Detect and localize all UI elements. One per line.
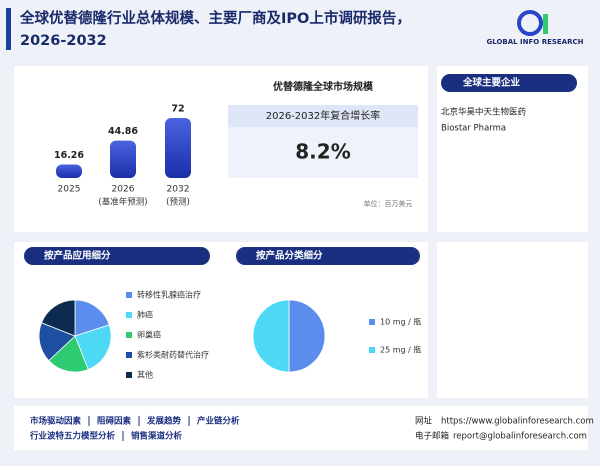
legend-swatch — [126, 372, 132, 378]
legend-swatch — [126, 332, 132, 338]
section-header — [236, 247, 420, 265]
category-note: (基准年预测) — [98, 197, 147, 208]
legend-label: 肺癌 — [137, 310, 153, 320]
section-title: 全球主要企业 — [462, 77, 521, 89]
pie-slice — [48, 335, 89, 373]
category-label: 2032 — [167, 185, 190, 195]
unit-label: 单位：百万美元 — [364, 199, 413, 208]
legend-label: 卵巢癌 — [137, 330, 161, 340]
category-label: 2025 — [58, 185, 81, 195]
footer-link[interactable]: 行业波特五力模型分析 — [29, 431, 116, 442]
footer-label: 网址 — [415, 416, 433, 427]
pie-slice — [252, 299, 290, 373]
footer-link[interactable]: 阻碍因素 — [97, 416, 132, 427]
footer-website: https://www.globalinforesearch.com — [441, 417, 594, 427]
panel — [437, 66, 588, 232]
section-title: 按产品分类细分 — [256, 250, 323, 262]
logo-text: GLOBAL INFO RESEARCH — [487, 38, 584, 46]
footer-label: 电子邮箱 — [415, 431, 450, 442]
footer-link[interactable]: 市场驱动因素 — [30, 416, 82, 427]
bar — [165, 118, 191, 178]
pie-slice — [38, 322, 76, 362]
legend-label: 10 mg / 瓶 — [380, 317, 421, 327]
chart-title: 优替德隆全球市场规模 — [273, 80, 374, 93]
category-label: 2026 — [112, 185, 135, 195]
title: 2026-2032 — [20, 33, 107, 49]
pie-slice — [41, 299, 76, 337]
cagr-value: 8.2% — [295, 140, 350, 164]
section-header — [441, 74, 577, 92]
value-label: 72 — [171, 104, 184, 115]
legend-label: 25 mg / 瓶 — [380, 345, 421, 355]
pie-slice — [288, 299, 326, 373]
footer-email: report@globalinforesearch.com — [453, 432, 587, 442]
pie-slice — [74, 299, 110, 337]
footer-link[interactable]: 产业链分析 — [197, 416, 240, 427]
legend-swatch — [126, 312, 132, 318]
panel — [14, 406, 588, 450]
legend-label: 紫杉类耐药替代治疗 — [137, 350, 209, 360]
cagr-label: 2026-2032年复合增长率 — [266, 109, 381, 122]
section-header — [24, 247, 210, 265]
logo-mark — [517, 10, 543, 36]
company: 北京华昊中天生物医药 — [441, 107, 526, 118]
legend-swatch — [369, 347, 375, 353]
category-note: (预测) — [166, 197, 190, 208]
bar — [110, 140, 136, 178]
title-accent — [6, 8, 11, 50]
title: 全球优替德隆行业总体规模、主要厂商及IPO上市调研报告， — [19, 9, 411, 27]
legend-label: 转移性乳腺癌治疗 — [137, 290, 201, 300]
cagr-header — [228, 105, 418, 127]
value-label: 16.26 — [54, 150, 84, 161]
legend-swatch — [126, 352, 132, 358]
legend-swatch — [369, 319, 375, 325]
panel — [437, 242, 588, 398]
value-label: 44.86 — [108, 126, 138, 137]
logo-mark — [543, 14, 548, 34]
bar — [56, 164, 82, 178]
company: Biostar Pharma — [441, 124, 506, 134]
legend-swatch — [126, 292, 132, 298]
legend-label: 其他 — [137, 370, 153, 380]
section-title: 按产品应用细分 — [44, 250, 111, 262]
footer-link[interactable]: 销售渠道分析 — [131, 431, 183, 442]
footer-link[interactable]: 发展趋势 — [146, 416, 182, 427]
